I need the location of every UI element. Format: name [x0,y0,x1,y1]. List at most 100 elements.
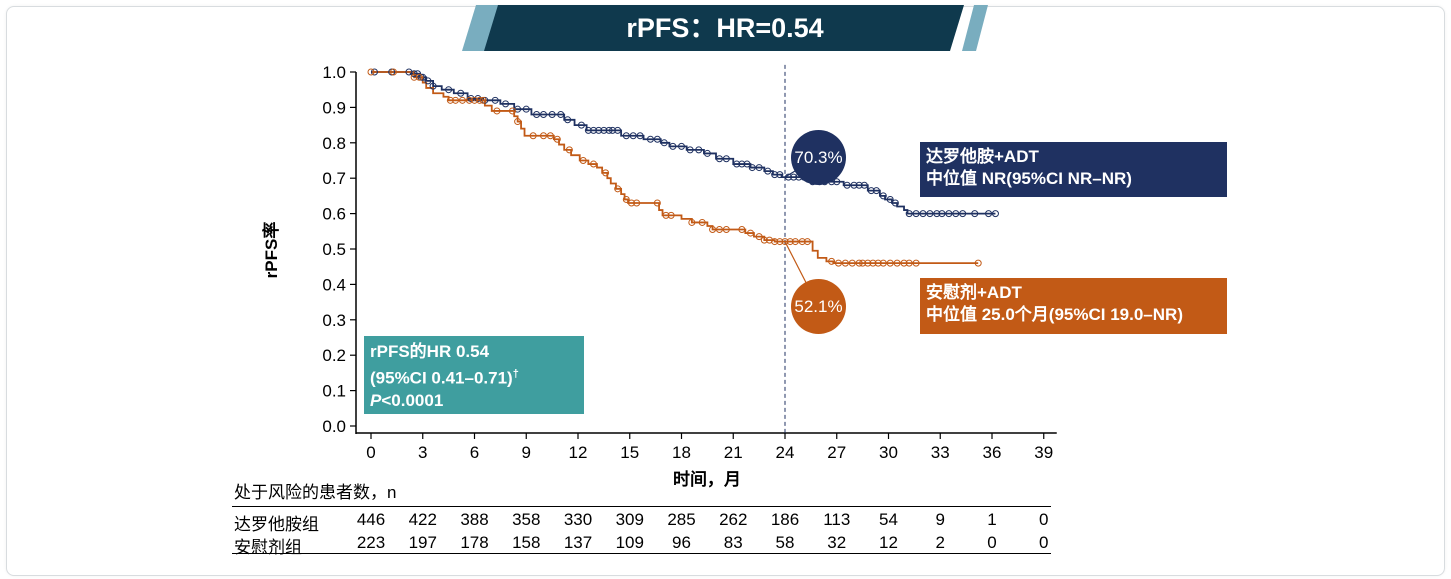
censor-mark-darolutamide [755,164,763,172]
y-tick-label: 0.3 [322,311,346,330]
censor-mark-placebo [879,259,887,267]
risk-cell: 330 [563,510,593,529]
censor-mark-darolutamide [533,110,541,118]
censor-mark-placebo [367,68,375,76]
censor-mark-darolutamide [771,171,779,179]
censor-mark-placebo [781,238,789,246]
censor-mark-darolutamide [636,132,644,140]
censor-mark-placebo [465,96,473,104]
censor-mark-darolutamide [860,181,868,189]
censor-mark-darolutamide [703,149,711,157]
censor-mark-darolutamide [646,135,654,143]
censor-mark-placebo [653,199,661,207]
x-tick-label: 3 [418,443,427,462]
censor-mark-placebo [974,259,982,267]
censor-mark-darolutamide [764,167,772,175]
censor-mark-darolutamide [695,146,703,154]
censor-mark-placebo [900,259,908,267]
legend-placebo: 安慰剂+ADT 中位值 25.0个月(95%CI 19.0–NR) [920,278,1227,334]
censor-mark-placebo [508,107,516,115]
censor-mark-placebo [553,135,561,143]
censor-mark-placebo [841,259,849,267]
risk-cell: 358 [512,510,541,529]
censor-mark-darolutamide [609,126,616,134]
censor-mark-darolutamide [590,126,598,134]
hr-dagger: † [512,368,519,380]
censor-mark-placebo [622,195,630,203]
censor-mark-darolutamide [776,171,784,179]
censor-mark-darolutamide [467,95,475,103]
censor-mark-darolutamide [584,126,592,134]
censor-mark-darolutamide [985,210,993,218]
y-tick-label: 0.5 [322,240,346,259]
censor-mark-placebo [565,146,573,154]
hr-ci: (95%CI 0.41–0.71) [370,368,513,388]
censor-mark-placebo [886,259,894,267]
risk-cell: 223 [356,533,386,552]
censor-mark-darolutamide [971,210,979,218]
censor-mark-placebo [864,259,872,267]
x-tick-label: 0 [366,443,375,462]
censor-mark-darolutamide [522,105,530,113]
censor-mark-placebo [755,233,763,241]
censor-mark-placebo [848,259,856,267]
risk-cell: 58 [775,533,795,552]
km-curve-placebo [371,71,979,265]
censor-mark-darolutamide [879,192,887,200]
censor-mark-darolutamide [419,73,427,81]
censor-mark-darolutamide [952,210,960,218]
censor-mark-placebo [905,259,913,267]
censor-mark-placebo [771,238,779,246]
censor-mark-darolutamide [429,82,437,90]
censor-mark-placebo [514,118,522,126]
censor-mark-placebo [698,218,706,226]
x-tick-label: 30 [879,443,898,462]
censor-mark-placebo [791,238,799,246]
censor-mark-placebo [828,257,836,265]
censor-mark-darolutamide [919,210,927,218]
hr-line2: (95%CI 0.41–0.71)† [370,363,578,390]
risk-cell: 2 [935,533,945,552]
censor-mark-placebo [776,238,784,246]
censor-mark-placebo [546,132,554,140]
censor-mark-placebo [458,96,466,104]
risk-cell: 83 [723,533,743,552]
y-tick-label: 0.8 [322,134,346,153]
censor-mark-darolutamide [424,77,432,85]
censor-mark-darolutamide [991,210,999,218]
censor-mark-darolutamide [743,160,751,168]
censor-mark-darolutamide [738,160,746,168]
censor-mark-darolutamide [912,210,920,218]
censor-mark-darolutamide [605,126,613,134]
legend-darolutamide-name: 达罗他胺+ADT [926,147,1039,166]
legend-placebo-median: 中位值 25.0个月(95%CI 19.0–NR) [926,305,1183,324]
legend-darolutamide-median: 中位值 NR(95%CI NR–NR) [926,169,1132,188]
censor-mark-placebo [893,259,901,267]
censor-mark-darolutamide [926,210,934,218]
censor-mark-darolutamide [938,210,946,218]
y-tick-label: 0.2 [322,346,346,365]
censor-mark-placebo [874,259,882,267]
censor-mark-darolutamide [933,210,941,218]
y-tick-label: 0.4 [322,275,346,294]
censor-mark-placebo [760,236,768,244]
risk-cell: 96 [672,533,691,552]
censor-mark-placebo [765,236,773,244]
risk-cell: 262 [719,510,748,529]
x-tick-label: 15 [620,443,639,462]
risk-cell: 113 [823,510,851,529]
x-tick-label: 27 [827,443,846,462]
y-tick-label: 0.0 [322,417,346,436]
y-tick-label: 0.9 [322,98,346,117]
censor-mark-placebo [715,226,723,234]
y-tick-label: 0.6 [322,205,346,224]
censor-mark-darolutamide [600,126,608,134]
censor-mark-placebo [709,226,717,234]
p-value: <0.0001 [381,390,444,410]
censor-mark-darolutamide [678,142,685,150]
censor-mark-placebo [476,96,484,104]
censor-mark-placebo [410,73,418,81]
censor-mark-darolutamide [622,132,630,140]
censor-mark-placebo [389,68,397,76]
censor-mark-placebo [722,226,730,234]
